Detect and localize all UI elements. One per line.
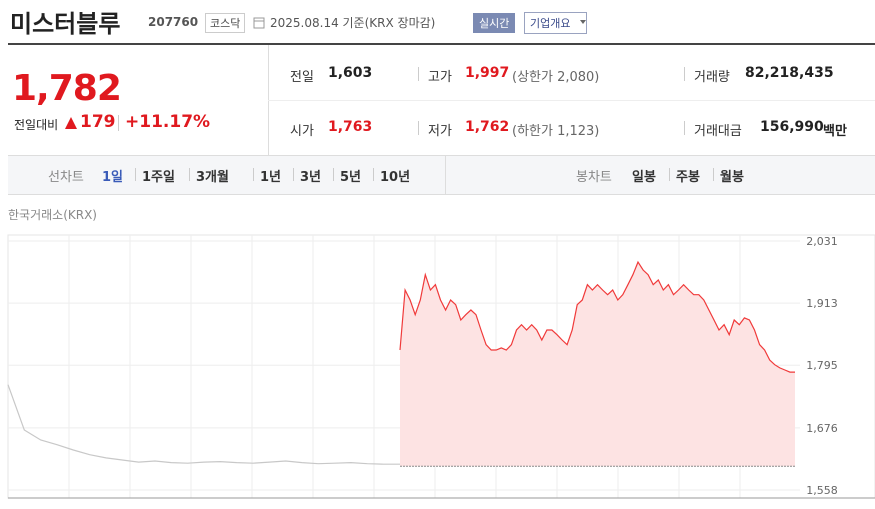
divider <box>684 121 685 135</box>
low: 1,762 <box>465 119 510 135</box>
change-rate: +11.17% <box>125 112 211 132</box>
tab-divider <box>669 168 670 181</box>
dropdown-icon <box>580 20 586 24</box>
lower-limit: (하한가 1,123) <box>512 124 600 139</box>
tab-divider <box>189 168 190 181</box>
divider <box>418 67 419 81</box>
divider <box>445 156 446 194</box>
open: 1,763 <box>328 119 373 135</box>
stock-code: 207760 <box>148 15 199 29</box>
change-label: 전일대비 <box>14 118 59 132</box>
high: 1,997 <box>465 65 510 81</box>
amount: 156,990 <box>760 119 824 135</box>
y-tick-label: 2,031 <box>806 235 838 248</box>
date: 2025.08.14 기준(KRX 장마감) <box>270 16 436 30</box>
amount-unit: 백만 <box>823 124 847 139</box>
tab-bar <box>8 155 875 195</box>
y-tick-label: 1,913 <box>806 297 838 310</box>
realtime-button[interactable]: 실시간 <box>473 13 516 33</box>
tab-divider <box>333 168 334 181</box>
chart: 2,031 1,913 1,795 1,676 1,558 <box>7 234 875 499</box>
prev-close-label: 전일 <box>290 70 314 85</box>
y-tick-label: 1,676 <box>806 422 838 435</box>
divider <box>118 115 119 131</box>
tab[interactable]: 5년 <box>340 170 362 185</box>
header-rule <box>8 43 875 45</box>
tab[interactable]: 1일 <box>102 170 124 185</box>
price-line <box>399 260 795 373</box>
y-tick-label: 1,795 <box>806 359 838 372</box>
chart-source: 한국거래소(KRX) <box>8 208 97 222</box>
divider <box>684 67 685 81</box>
tab[interactable]: 월봉 <box>720 170 744 185</box>
volume-label: 거래량 <box>694 70 730 85</box>
amount-label: 거래대금 <box>694 124 742 139</box>
current-price: 1,782 <box>12 68 122 109</box>
tab[interactable]: 1주일 <box>142 170 175 185</box>
tab[interactable]: 10년 <box>380 170 411 185</box>
stock-name: 미스터블루 <box>10 10 121 38</box>
divider <box>268 100 875 101</box>
price-line <box>7 384 400 465</box>
tab[interactable]: 일봉 <box>632 170 656 185</box>
area-fill <box>400 262 795 467</box>
tab[interactable]: 3개월 <box>196 170 229 185</box>
volume: 82,218,435 <box>745 65 834 81</box>
tab[interactable]: 주봉 <box>676 170 700 185</box>
tab-divider <box>135 168 136 181</box>
high-label: 고가 <box>428 70 452 85</box>
tab-divider <box>253 168 254 181</box>
tab-divider <box>293 168 294 181</box>
upper-limit: (상한가 2,080) <box>512 70 600 85</box>
y-tick-label: 1,558 <box>806 484 838 497</box>
up-arrow <box>65 117 77 129</box>
tab[interactable]: 1년 <box>260 170 282 185</box>
low-label: 저가 <box>428 124 452 139</box>
line-chart-label: 선차트 <box>48 170 84 185</box>
candle-chart-label: 봉차트 <box>576 170 612 185</box>
tab-divider <box>713 168 714 181</box>
prev-close: 1,603 <box>328 65 373 81</box>
market-badge: 코스닥 <box>205 13 246 33</box>
change: 179 <box>80 112 116 132</box>
tab[interactable]: 3년 <box>300 170 322 185</box>
open-label: 시가 <box>290 124 314 139</box>
divider <box>418 121 419 135</box>
tab-divider <box>373 168 374 181</box>
company-button[interactable]: 기업개요 <box>524 12 588 34</box>
calendar-icon <box>253 17 265 29</box>
